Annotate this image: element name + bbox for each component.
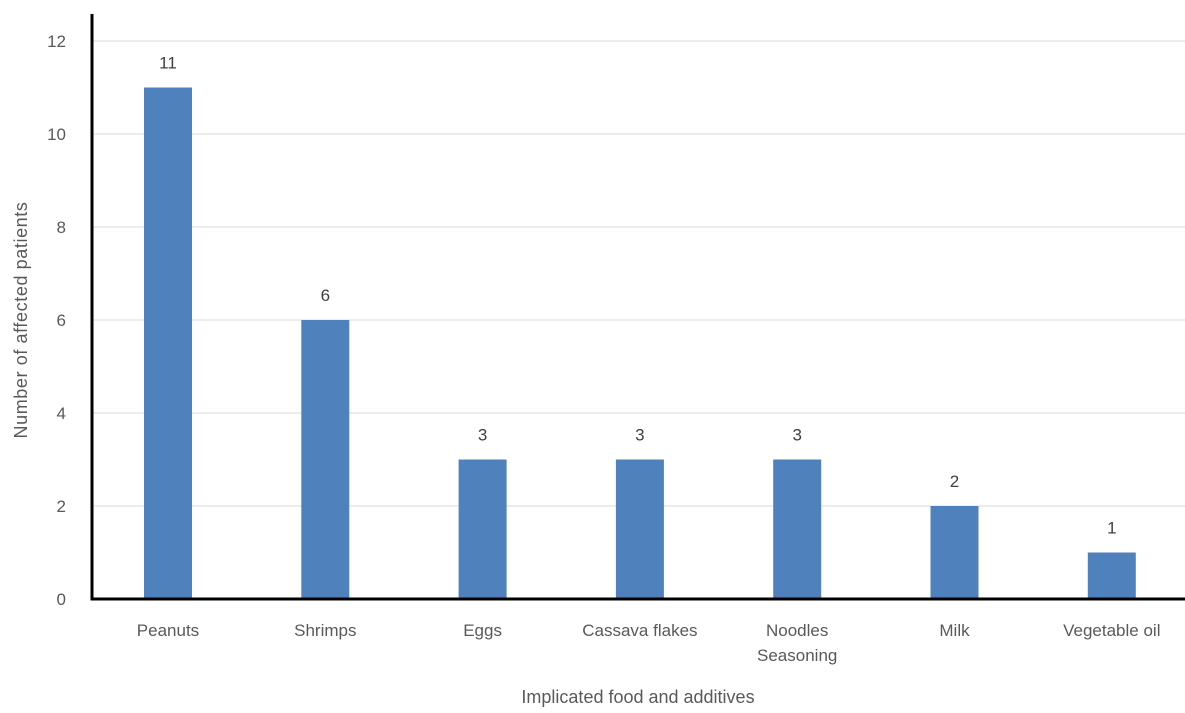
data-label: 6 — [321, 286, 330, 305]
data-label: 2 — [950, 472, 959, 491]
x-category-label: Eggs — [463, 621, 502, 640]
x-category-labels: Peanuts Shrimps Eggs Cassava flakes Noodles S… — [137, 621, 1161, 665]
y-tick-label: 6 — [57, 311, 66, 330]
bar — [144, 87, 192, 599]
x-axis-title: Implicated food and additives — [521, 687, 754, 707]
data-label: 3 — [478, 426, 487, 445]
bar — [930, 506, 979, 599]
x-category-label: Shrimps — [294, 621, 356, 640]
y-tick-label: 8 — [57, 218, 66, 237]
x-category-label: Milk — [939, 621, 970, 640]
x-category-label: Vegetable oil — [1063, 621, 1160, 640]
bar — [458, 459, 507, 599]
y-tick-label: 4 — [57, 404, 66, 423]
bar — [615, 459, 664, 599]
data-labels: 11 6 3 3 3 2 1 — [159, 54, 1116, 538]
bar — [1087, 552, 1136, 599]
y-tick-label: 10 — [47, 125, 66, 144]
data-label: 1 — [1107, 519, 1116, 538]
data-label: 3 — [792, 426, 801, 445]
y-axis-title: Number of affected patients — [11, 202, 31, 439]
bar — [773, 459, 822, 599]
y-tick-label: 12 — [47, 32, 66, 51]
data-label: 11 — [159, 54, 177, 73]
bar — [301, 320, 350, 599]
x-category-label: Noodles Seasoning — [757, 621, 837, 665]
y-tick-label: 2 — [57, 497, 66, 516]
data-label: 3 — [635, 426, 644, 445]
bars — [144, 87, 1136, 599]
y-tick-label: 0 — [57, 590, 66, 609]
gridlines — [92, 40, 1185, 507]
x-category-label: Peanuts — [137, 621, 199, 640]
y-tick-labels: 0 2 4 6 8 10 12 — [47, 32, 66, 609]
x-category-label: Cassava flakes — [582, 621, 697, 640]
